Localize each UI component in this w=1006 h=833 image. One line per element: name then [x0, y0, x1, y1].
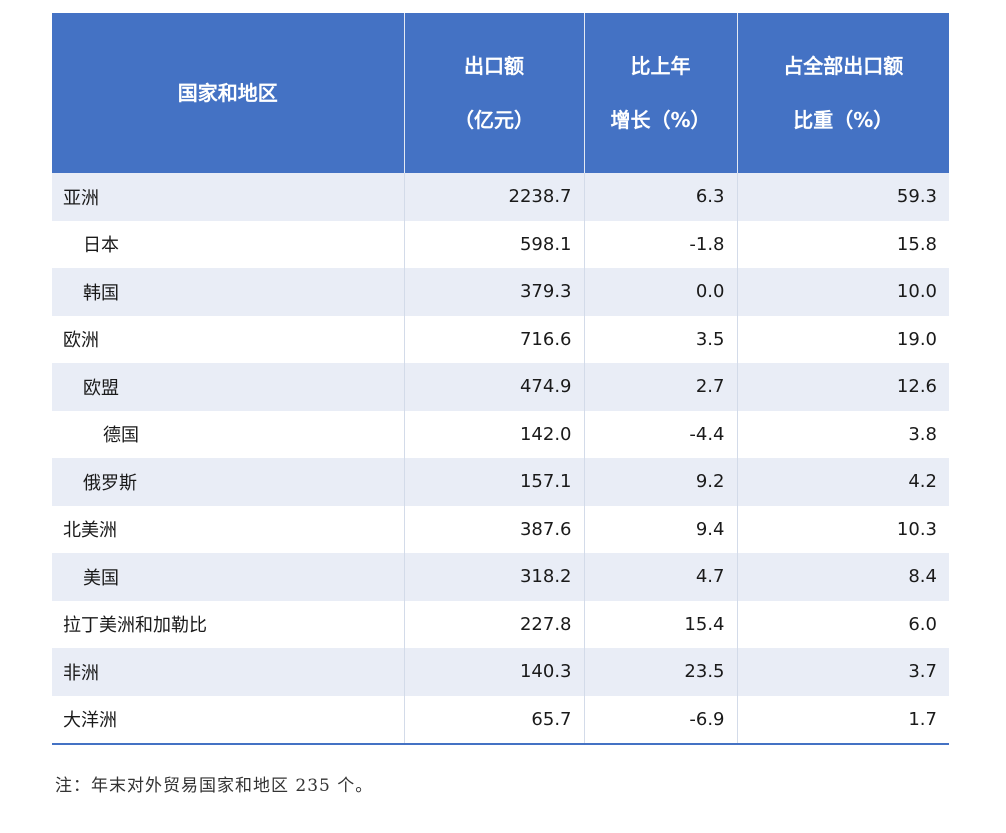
header-line: 出口额	[464, 54, 524, 78]
share-cell: 15.8	[736, 220, 949, 268]
header-line: 国家和地区	[177, 81, 278, 105]
growth-cell: 0.0	[583, 268, 737, 316]
region-cell: 拉丁美洲和加勒比	[52, 600, 404, 648]
region-cell: 亚洲	[52, 173, 404, 221]
table-row: 日本 598.1 -1.8 15.8	[52, 220, 949, 268]
region-cell: 日本	[52, 220, 404, 268]
share-cell: 10.0	[736, 268, 949, 316]
region-cell: 欧洲	[52, 315, 404, 363]
table-row: 大洋洲 65.7 -6.9 1.7	[52, 695, 949, 745]
table-row: 拉丁美洲和加勒比 227.8 15.4 6.0	[52, 600, 949, 648]
growth-cell: 23.5	[583, 648, 737, 696]
share-cell: 4.2	[736, 458, 949, 506]
table-row: 韩国 379.3 0.0 10.0	[52, 268, 949, 316]
region-cell: 俄罗斯	[52, 458, 404, 506]
growth-cell: 6.3	[583, 173, 737, 221]
export-amount-cell: 227.8	[403, 600, 584, 648]
export-amount-cell: 142.0	[403, 410, 584, 458]
header-line: 比上年	[630, 54, 691, 78]
table-row: 北美洲 387.6 9.4 10.3	[52, 505, 949, 553]
region-cell: 美国	[52, 553, 404, 601]
growth-cell: 9.4	[583, 505, 737, 553]
export-amount-cell: 598.1	[403, 220, 584, 268]
table-header-row: 国家和地区 出口额 （亿元） 比上年 增长（%） 占全部出口额 比重（%）	[52, 13, 949, 173]
export-amount-cell: 2238.7	[403, 173, 584, 221]
table-row: 非洲 140.3 23.5 3.7	[52, 648, 949, 696]
table-row: 欧盟 474.9 2.7 12.6	[52, 363, 949, 411]
table-body: 亚洲 2238.7 6.3 59.3 日本 598.1 -1.8 15.8 韩国 379.3 0.0…	[52, 173, 949, 745]
export-amount-cell: 318.2	[403, 553, 584, 601]
growth-cell: 15.4	[583, 600, 737, 648]
header-line: 增长（%）	[610, 108, 711, 132]
growth-cell: 2.7	[583, 363, 737, 411]
header-growth: 比上年 增长（%）	[583, 13, 737, 173]
growth-cell: -4.4	[583, 410, 737, 458]
share-cell: 3.7	[736, 648, 949, 696]
share-cell: 1.7	[736, 695, 949, 745]
region-cell: 欧盟	[52, 363, 404, 411]
export-amount-cell: 716.6	[403, 315, 584, 363]
export-amount-cell: 140.3	[403, 648, 584, 696]
growth-cell: 9.2	[583, 458, 737, 506]
header-line: （亿元）	[454, 108, 534, 132]
growth-cell: 4.7	[583, 553, 737, 601]
export-amount-cell: 474.9	[403, 363, 584, 411]
header-line: 占全部出口额	[783, 54, 904, 78]
header-line: 比重（%）	[793, 108, 894, 132]
share-cell: 3.8	[736, 410, 949, 458]
export-amount-cell: 387.6	[403, 505, 584, 553]
export-amount-cell: 157.1	[403, 458, 584, 506]
share-cell: 19.0	[736, 315, 949, 363]
region-cell: 韩国	[52, 268, 404, 316]
share-cell: 6.0	[736, 600, 949, 648]
share-cell: 59.3	[736, 173, 949, 221]
region-cell: 大洋洲	[52, 695, 404, 745]
header-region: 国家和地区	[52, 13, 404, 173]
export-amount-cell: 65.7	[403, 695, 584, 745]
footnote: 注：年末对外贸易国家和地区 235 个。	[55, 776, 374, 796]
growth-cell: -1.8	[583, 220, 737, 268]
export-amount-cell: 379.3	[403, 268, 584, 316]
region-cell: 北美洲	[52, 505, 404, 553]
region-cell: 非洲	[52, 648, 404, 696]
region-cell: 德国	[52, 410, 404, 458]
growth-cell: 3.5	[583, 315, 737, 363]
table-row: 德国 142.0 -4.4 3.8	[52, 410, 949, 458]
growth-cell: -6.9	[583, 695, 737, 745]
share-cell: 10.3	[736, 505, 949, 553]
header-share: 占全部出口额 比重（%）	[736, 13, 949, 173]
share-cell: 12.6	[736, 363, 949, 411]
table-row: 欧洲 716.6 3.5 19.0	[52, 315, 949, 363]
table-row: 亚洲 2238.7 6.3 59.3	[52, 173, 949, 221]
header-export-amount: 出口额 （亿元）	[403, 13, 584, 173]
share-cell: 8.4	[736, 553, 949, 601]
export-table: 国家和地区 出口额 （亿元） 比上年 增长（%） 占全部出口额 比重（%）	[52, 13, 949, 745]
table-row: 俄罗斯 157.1 9.2 4.2	[52, 458, 949, 506]
table-row: 美国 318.2 4.7 8.4	[52, 553, 949, 601]
